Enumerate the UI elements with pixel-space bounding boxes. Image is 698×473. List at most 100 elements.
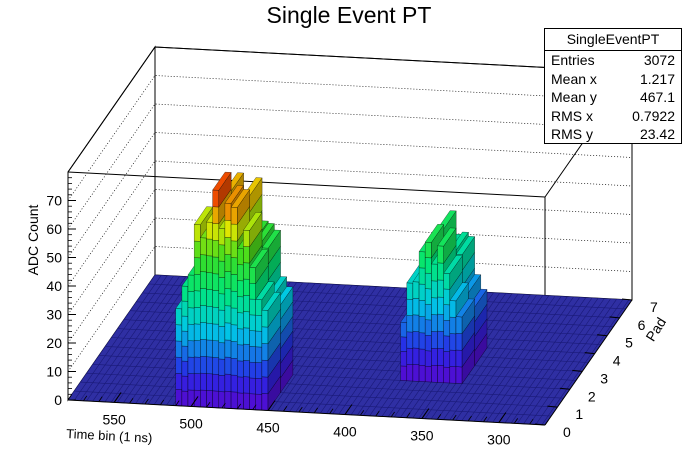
bar-front-face (194, 356, 201, 374)
y-tick-label: 3 (600, 370, 608, 386)
stats-row-rms-y: RMS y 23.42 (545, 125, 681, 144)
bar-front-face (249, 346, 256, 363)
bar-front-face (418, 300, 426, 317)
bar-front-face (443, 273, 450, 290)
lego-bar (261, 292, 281, 411)
bar-front-face (406, 347, 414, 365)
bar-front-face (206, 306, 213, 324)
bar-top-face (449, 282, 469, 302)
bar-front-face (449, 333, 457, 351)
bar-front-face (249, 361, 256, 379)
bar-top-face (261, 292, 281, 311)
bar-front-face (237, 392, 244, 410)
bar-front-face (237, 264, 244, 282)
bar-front-face (418, 267, 426, 285)
bar-front-face (437, 348, 444, 366)
bar-front-face (224, 373, 232, 392)
y-tick-label: 0 (563, 424, 571, 440)
bar-front-face (230, 257, 238, 275)
x-minor-tick (283, 406, 288, 412)
y-tick-label: 7 (650, 299, 658, 315)
bar-front-face (437, 296, 444, 315)
bar-front-face (243, 278, 250, 296)
x-minor-tick (67, 394, 72, 401)
x-minor-tick (344, 409, 349, 415)
bar-front-face (230, 274, 238, 292)
x-minor-tick (421, 413, 426, 419)
lego-bar (455, 298, 475, 385)
y-axis-title: Pad (642, 315, 669, 345)
bar-front-face (230, 374, 238, 393)
bar-front-face (218, 358, 226, 376)
bar-front-face (431, 297, 438, 316)
floor-bin-line (74, 390, 552, 417)
bar-front-face (437, 330, 444, 349)
bar-front-face (243, 343, 250, 361)
bar-front-face (194, 323, 201, 341)
x-minor-tick (221, 402, 226, 409)
bar-front-face (249, 267, 256, 284)
bar-front-face (261, 359, 269, 378)
x-tick-label: 300 (487, 432, 511, 448)
bar-front-face (243, 311, 250, 329)
y-tick (534, 423, 546, 426)
bar-front-face (400, 336, 407, 352)
y-tick (597, 334, 608, 337)
bar-front-face (206, 238, 213, 257)
y-tick (609, 316, 620, 319)
bar-front-face (187, 373, 195, 391)
bar-front-face (406, 298, 414, 316)
bar-front-face (443, 351, 450, 368)
bar-front-face (237, 280, 244, 298)
bar-front-face (187, 307, 195, 325)
bar-front-face (406, 331, 414, 349)
z-axis-title: ADC Count (25, 204, 41, 275)
x-minor-tick (390, 411, 395, 418)
z-tick-label: 0 (54, 392, 62, 408)
bar-front-face (443, 304, 450, 321)
x-minor-tick (313, 407, 319, 414)
bar-front-face (425, 335, 432, 352)
bar-top-face (255, 281, 275, 300)
y-tick-label: 5 (625, 335, 633, 351)
bar-front-face (230, 223, 238, 242)
bar-front-face (431, 263, 438, 282)
bar-front-face (200, 339, 207, 357)
bar-front-face (212, 206, 219, 224)
bar-front-face (261, 326, 269, 344)
bar-front-face (194, 340, 201, 358)
bar-front-face (206, 221, 213, 240)
bar-front-face (437, 365, 444, 383)
bar-front-face (418, 332, 426, 350)
bar-front-face (224, 322, 232, 341)
bar-front-face (412, 331, 420, 349)
bar-front-face (261, 309, 269, 328)
bar-front-face (181, 360, 189, 377)
bar-front-face (261, 393, 269, 411)
x-minor-tick (329, 408, 334, 414)
bar-front-face (431, 365, 438, 383)
bar-front-face (431, 280, 438, 299)
bar-front-face (431, 314, 438, 332)
y-tick (572, 369, 583, 372)
bar-front-face (449, 300, 457, 318)
y-axis-line (544, 299, 633, 426)
stats-row-entries: Entries 3072 (545, 51, 681, 70)
bar-front-face (206, 289, 213, 307)
bar-top-face (424, 224, 445, 243)
bar-front-face (425, 366, 432, 383)
bar-top-face (243, 212, 263, 231)
x-minor-tick (129, 397, 134, 404)
bar-front-face (255, 315, 263, 332)
bar-front-face (425, 241, 432, 259)
bar-top-face (249, 249, 269, 268)
bar-front-face (437, 313, 444, 332)
bar-front-face (212, 273, 219, 291)
bar-front-face (181, 345, 189, 362)
bar-front-face (443, 335, 450, 352)
bar-front-face (237, 296, 244, 314)
stats-label: RMS x (551, 107, 593, 124)
bar-front-face (224, 356, 232, 375)
x-minor-tick (406, 412, 411, 418)
bar-front-face (237, 328, 244, 346)
